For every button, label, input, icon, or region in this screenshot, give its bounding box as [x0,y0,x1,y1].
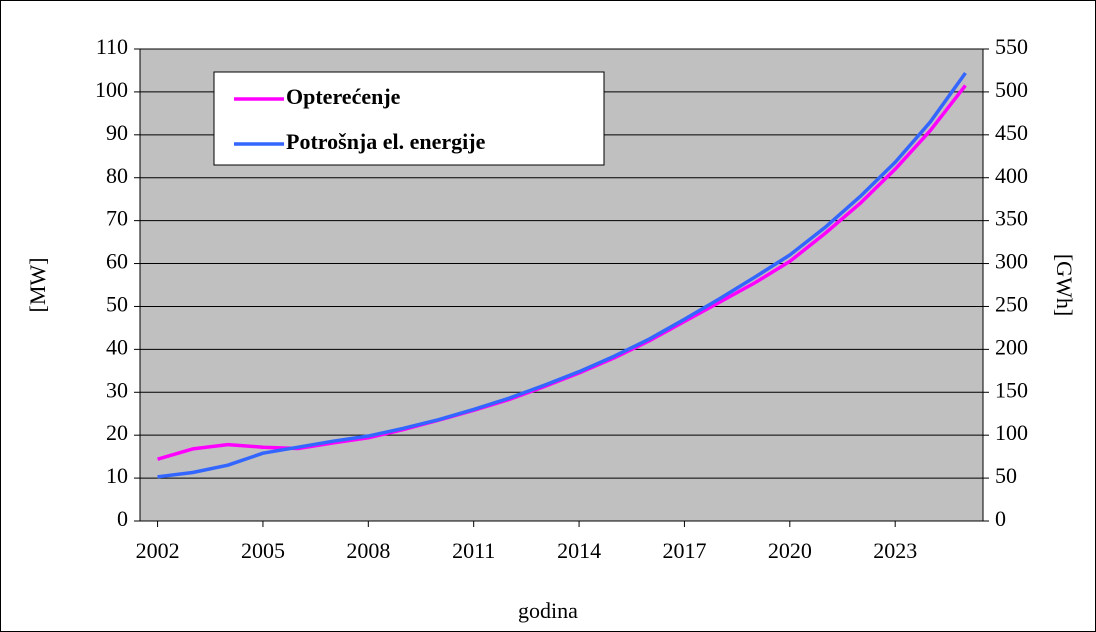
y2-tick-label: 0 [995,506,1006,531]
y-tick-label: 60 [106,249,128,274]
y-tick-label: 30 [106,377,128,402]
y-tick-label: 10 [106,463,128,488]
x-tick-label: 2023 [873,538,917,563]
x-tick-label: 2005 [241,538,285,563]
y-tick-label: 90 [106,120,128,145]
y-tick-label: 0 [117,506,128,531]
series-line [157,72,967,479]
y2-tick-label: 450 [995,120,1028,145]
y2-tick-label: 500 [995,77,1028,102]
y-tick-label: 70 [106,206,128,231]
y-axis-label: [MW] [25,258,50,313]
y2-tick-label: 150 [995,377,1028,402]
legend-label: Potrošnja el. energije [286,129,486,154]
legend-box [213,71,605,166]
legend-label: Opterećenje [286,84,401,109]
y2-tick-label: 550 [995,34,1028,59]
y2-tick-label: 250 [995,292,1028,317]
y-tick-label: 50 [106,292,128,317]
y-tick-label: 20 [106,420,128,445]
x-tick-label: 2014 [557,538,601,563]
y2-axis-label: [GWh] [1052,254,1077,316]
x-tick-label: 2020 [768,538,812,563]
x-tick-label: 2017 [662,538,706,563]
y2-tick-label: 400 [995,163,1028,188]
y2-tick-label: 100 [995,420,1028,445]
y-tick-label: 110 [96,34,128,59]
y2-tick-label: 300 [995,249,1028,274]
x-axis-label: godina [518,598,578,623]
x-tick-label: 2002 [136,538,180,563]
y-tick-label: 100 [95,77,128,102]
y-tick-label: 40 [106,334,128,359]
x-tick-label: 2008 [346,538,390,563]
y-tick-label: 80 [106,163,128,188]
y2-tick-label: 350 [995,206,1028,231]
y2-tick-label: 200 [995,334,1028,359]
x-tick-label: 2011 [452,538,495,563]
y2-tick-label: 50 [995,463,1017,488]
